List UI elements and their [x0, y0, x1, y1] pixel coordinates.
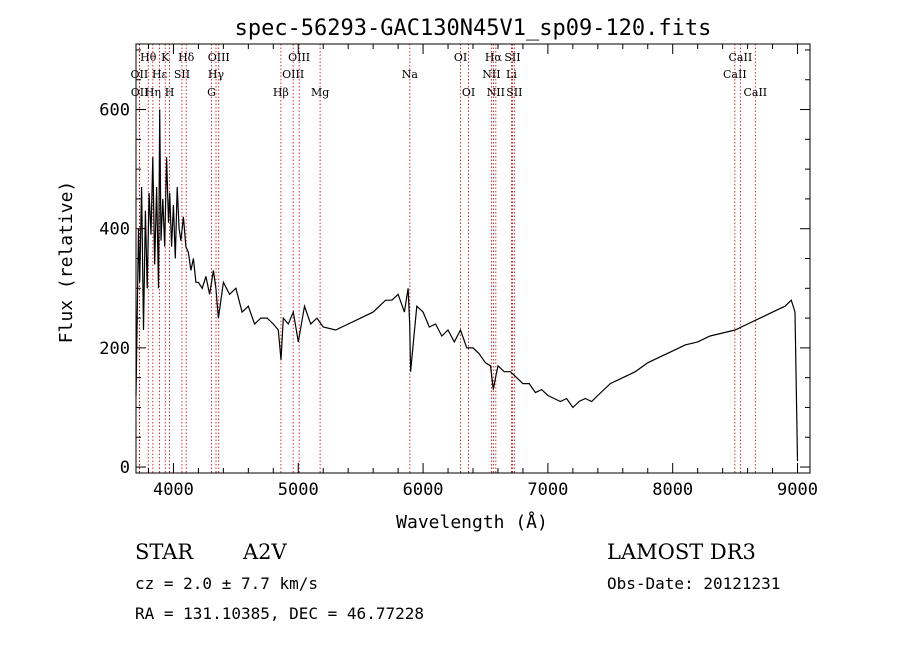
x-axis-label: Wavelength (Å) — [396, 511, 548, 533]
line-label-6: H — [165, 86, 175, 99]
line-label-12: OIII — [288, 51, 310, 64]
x-tick-label-4: 8000 — [652, 480, 693, 500]
object-class: STAR — [135, 540, 194, 564]
y-axis-label: Flux (relative) — [56, 181, 77, 344]
line-label-23: Li — [506, 68, 517, 81]
spectral-line-markers — [138, 44, 756, 473]
line-label-11: G — [207, 86, 216, 99]
line-label-15: Mg — [311, 86, 329, 99]
x-tick-label-1: 5000 — [278, 480, 319, 500]
line-label-17: OI — [454, 51, 467, 64]
x-tick-label-3: 7000 — [527, 480, 568, 500]
line-label-26: CaII — [723, 68, 747, 81]
line-label-16: Na — [402, 68, 419, 81]
object-subclass: A2V — [243, 540, 287, 564]
x-tick-label-5: 9000 — [777, 480, 818, 500]
coordinates: RA = 131.10385, DEC = 46.77228 — [135, 604, 424, 623]
line-label-7: SII — [174, 68, 190, 81]
redshift-velocity: cz = 2.0 ± 7.7 km/s — [135, 574, 319, 593]
line-label-1: OII — [131, 68, 149, 81]
spectrum-line — [135, 109, 799, 462]
line-label-10: Hγ — [208, 68, 225, 81]
x-tick-label-0: 4000 — [153, 480, 194, 500]
line-label-25: CaII — [729, 51, 753, 64]
plot-frame — [135, 43, 811, 474]
y-tick-label-2: 400 — [99, 220, 130, 240]
line-label-18: OI — [462, 86, 475, 99]
y-tick-label-3: 600 — [99, 101, 130, 121]
x-tick-label-2: 6000 — [403, 480, 444, 500]
line-label-5: K — [161, 51, 170, 64]
line-label-27: CaII — [743, 86, 767, 99]
observation-date: Obs-Date: 20121231 — [607, 574, 781, 593]
line-label-19: Hα — [485, 51, 503, 64]
line-label-0: Hθ — [140, 51, 157, 64]
line-label-22: SII — [504, 51, 520, 64]
chart-title: spec-56293-GAC130N45V1_sp09-120.fits — [235, 16, 712, 41]
line-label-13: OIII — [282, 68, 304, 81]
line-label-8: Hδ — [178, 51, 195, 64]
line-label-9: OIII — [208, 51, 230, 64]
x-axis-ticks: 4000 5000 6000 7000 8000 9000 — [147, 44, 818, 500]
y-tick-label-0: 0 — [120, 458, 130, 478]
y-tick-label-1: 200 — [99, 339, 130, 359]
line-label-2: OII — [131, 86, 149, 99]
y-axis-ticks: 0 200 400 600 — [99, 49, 810, 478]
survey-name: LAMOST DR3 — [607, 540, 756, 564]
line-label-21: NII — [487, 86, 505, 99]
line-label-14: Hβ — [273, 86, 289, 99]
line-label-20: NII — [482, 68, 500, 81]
line-label-3: Hη — [145, 86, 161, 99]
line-label-4: Hε — [152, 68, 168, 81]
line-label-24: SII — [506, 86, 522, 99]
